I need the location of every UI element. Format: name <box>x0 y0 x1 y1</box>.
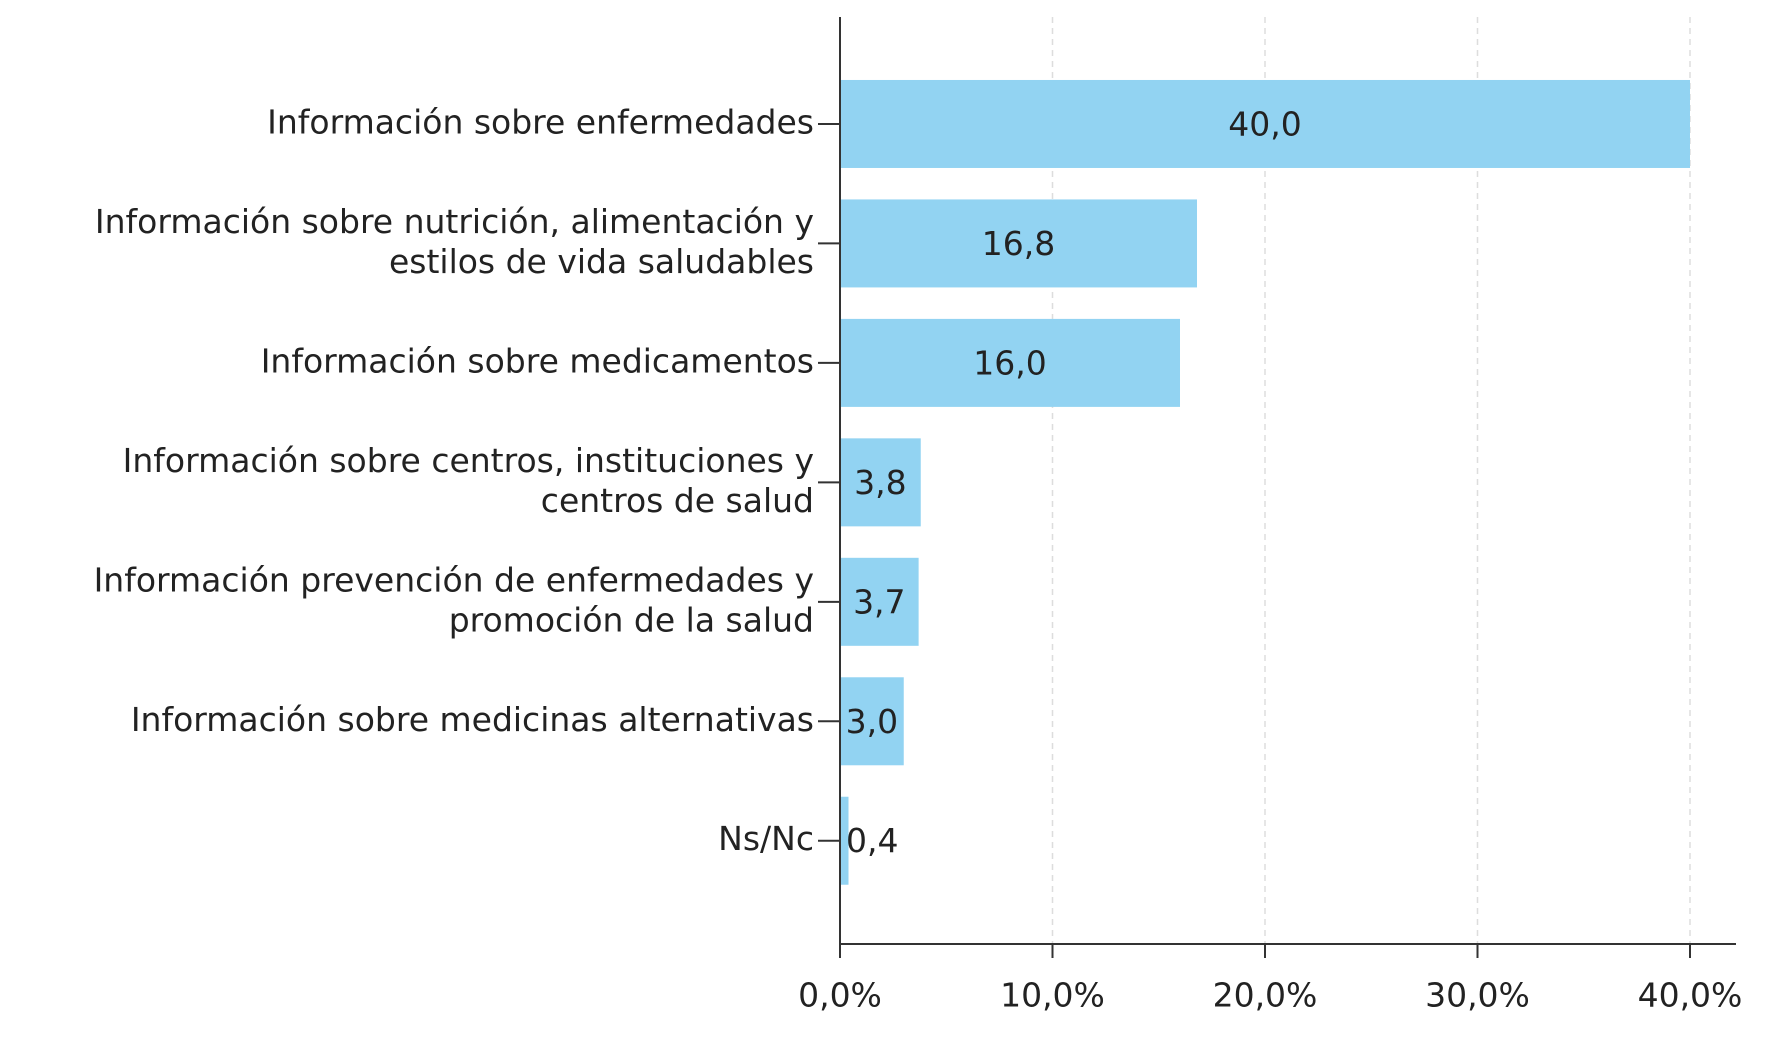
bar <box>840 438 921 527</box>
y-tick-label: Información sobre centros, instituciones… <box>123 441 814 480</box>
y-tick-label: Información prevención de enfermedades y <box>94 560 814 599</box>
x-tick-label: 30,0% <box>1425 976 1530 1015</box>
y-tick-label: Información sobre nutrición, alimentació… <box>95 202 814 241</box>
value-label: 3,8 <box>854 463 906 502</box>
x-tick-label: 0,0% <box>798 976 882 1015</box>
bar <box>840 677 904 766</box>
value-label: 16,0 <box>973 343 1046 382</box>
value-label: 40,0 <box>1228 104 1301 143</box>
y-tick-label: Ns/Nc <box>718 819 814 858</box>
x-tick-label: 20,0% <box>1213 976 1318 1015</box>
bar <box>840 318 1180 407</box>
y-tick-label: Información sobre medicinas alternativas <box>131 700 814 739</box>
value-label: 0,4 <box>846 821 898 860</box>
bar <box>840 796 849 885</box>
value-label: 3,7 <box>853 582 905 621</box>
y-tick-label: Información sobre enfermedades <box>267 102 814 141</box>
value-label: 3,0 <box>846 702 898 741</box>
bar <box>840 557 919 646</box>
x-tick-label: 40,0% <box>1638 976 1743 1015</box>
y-tick-label: centros de salud <box>541 481 814 520</box>
y-tick-label: promoción de la salud <box>449 600 814 639</box>
x-tick-label: 10,0% <box>1000 976 1105 1015</box>
bar <box>840 199 1197 288</box>
bar <box>840 79 1690 168</box>
y-tick-label: Información sobre medicamentos <box>261 341 814 380</box>
value-label: 16,8 <box>982 224 1055 263</box>
y-tick-label: estilos de vida saludables <box>389 242 814 281</box>
